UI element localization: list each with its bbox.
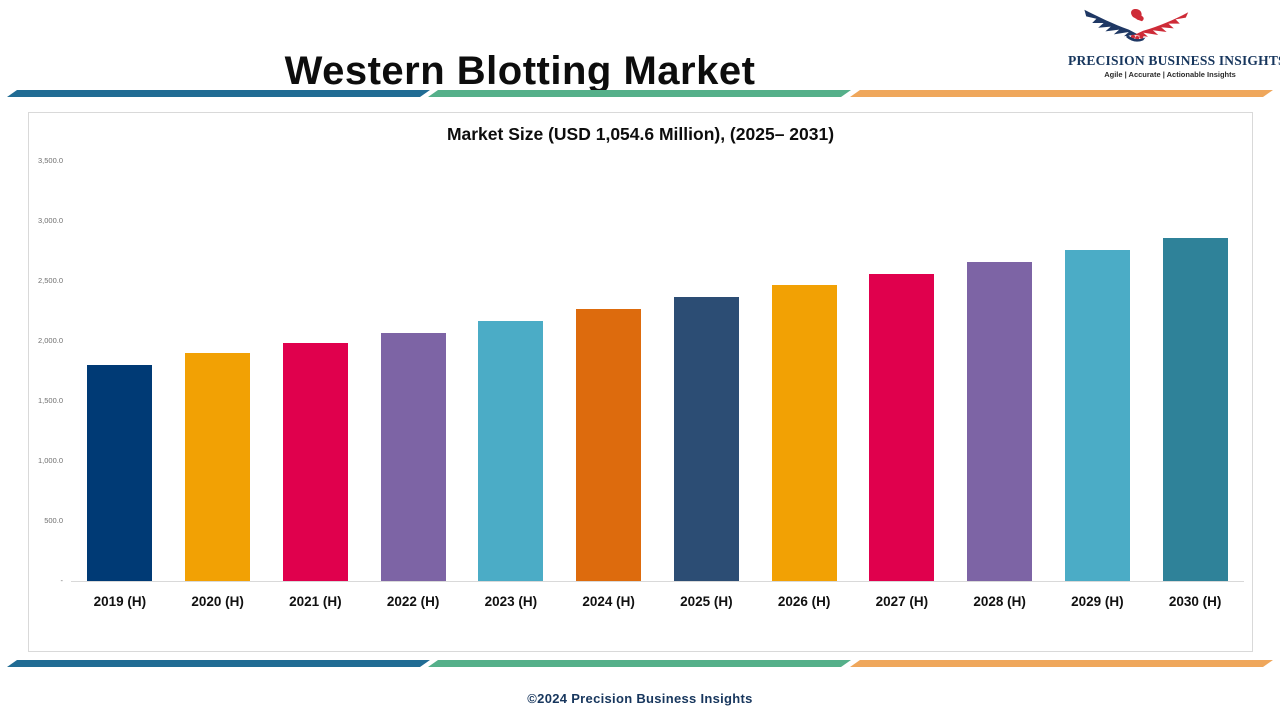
bar-slot <box>462 161 560 581</box>
logo-tagline: Agile | Accurate | Actionable Insights <box>1104 70 1236 79</box>
divider-bottom <box>7 660 1273 667</box>
bar-slot <box>364 161 462 581</box>
y-axis-tick-label: 2,500.0 <box>37 276 63 285</box>
x-axis-label: 2026 (H) <box>777 594 831 609</box>
bar-2027-h <box>869 273 935 581</box>
bar-slot <box>951 161 1049 581</box>
divider-segment-blue <box>7 90 431 97</box>
bar-2020-h <box>185 353 251 581</box>
chart-title: Market Size (USD 1,054.6 Million), (2025… <box>446 124 835 144</box>
bar-slot <box>755 161 853 581</box>
y-axis-tick-label: 500.0 <box>44 516 63 525</box>
eagle-logo-icon <box>1084 8 1189 42</box>
bar-slot <box>853 161 951 581</box>
divider-segment-blue <box>7 660 431 667</box>
x-axis-label: 2027 (H) <box>875 594 929 609</box>
plot-area <box>71 161 1244 582</box>
x-axis-label: 2024 (H) <box>582 594 635 609</box>
bar-2028-h <box>967 262 1033 581</box>
y-axis-tick-label: 1,500.0 <box>37 396 63 405</box>
x-axis-label: 2029 (H) <box>1071 594 1124 609</box>
divider-segment-green <box>428 660 852 667</box>
x-axis-labels: 2019 (H) 2020 (H) 2021 (H) 2022 (H) 2023 (H)… <box>71 594 1244 609</box>
divider-segment-green <box>428 90 852 97</box>
x-axis-label: 2028 (H) <box>973 594 1026 609</box>
bar-slot <box>267 161 365 581</box>
bar-2024-h <box>576 308 642 581</box>
bar-2026-h <box>771 285 837 581</box>
y-axis-tick-label: 3,500.0 <box>37 156 63 165</box>
divider-segment-orange <box>849 90 1273 97</box>
bar-slot <box>71 161 169 581</box>
x-axis-label: 2019 (H) <box>93 594 147 609</box>
company-logo: PRECISION BUSINESS INSIGHTS Agile | Accu… <box>1068 0 1280 79</box>
bar-2021-h <box>282 342 348 581</box>
divider-top <box>7 90 1273 97</box>
divider-segment-orange <box>849 660 1273 667</box>
x-axis-label: 2020 (H) <box>191 594 244 609</box>
chart-panel: Market Size (USD 1,054.6 Million), (2025… <box>28 112 1253 652</box>
bar-2025-h <box>673 296 739 581</box>
bar-2030-h <box>1162 238 1228 581</box>
bar-2029-h <box>1064 250 1130 581</box>
bar-slot <box>658 161 756 581</box>
x-axis-label: 2023 (H) <box>484 594 538 609</box>
footer-copyright: ©2024 Precision Business Insights <box>527 691 753 706</box>
x-axis-label: 2022 (H) <box>386 594 440 609</box>
x-axis-label: 2021 (H) <box>289 594 342 609</box>
bar-2023-h <box>478 320 544 581</box>
x-axis-label: 2025 (H) <box>680 594 733 609</box>
bar-2022-h <box>380 332 446 581</box>
bar-slot <box>1049 161 1147 581</box>
bar-slot <box>169 161 267 581</box>
y-axis-tick-label: 3,000.0 <box>37 216 63 225</box>
y-axis-tick-label: 1,000.0 <box>37 456 63 465</box>
bars-row <box>71 161 1244 581</box>
y-axis-tick-label: 2,000.0 <box>37 336 63 345</box>
bar-slot <box>560 161 658 581</box>
page-title: Western Blotting Market <box>284 48 756 93</box>
logo-company-name: PRECISION BUSINESS INSIGHTS <box>1068 53 1280 68</box>
bar-2019-h <box>87 365 153 581</box>
bar-slot <box>1146 161 1244 581</box>
x-axis-label: 2030 (H) <box>1168 594 1222 609</box>
y-axis-tick-label: - <box>60 576 64 585</box>
y-axis-ticks: - 500.0 1,000.0 1,500.0 2,000.0 2,500.0 3,000.… <box>29 156 63 585</box>
